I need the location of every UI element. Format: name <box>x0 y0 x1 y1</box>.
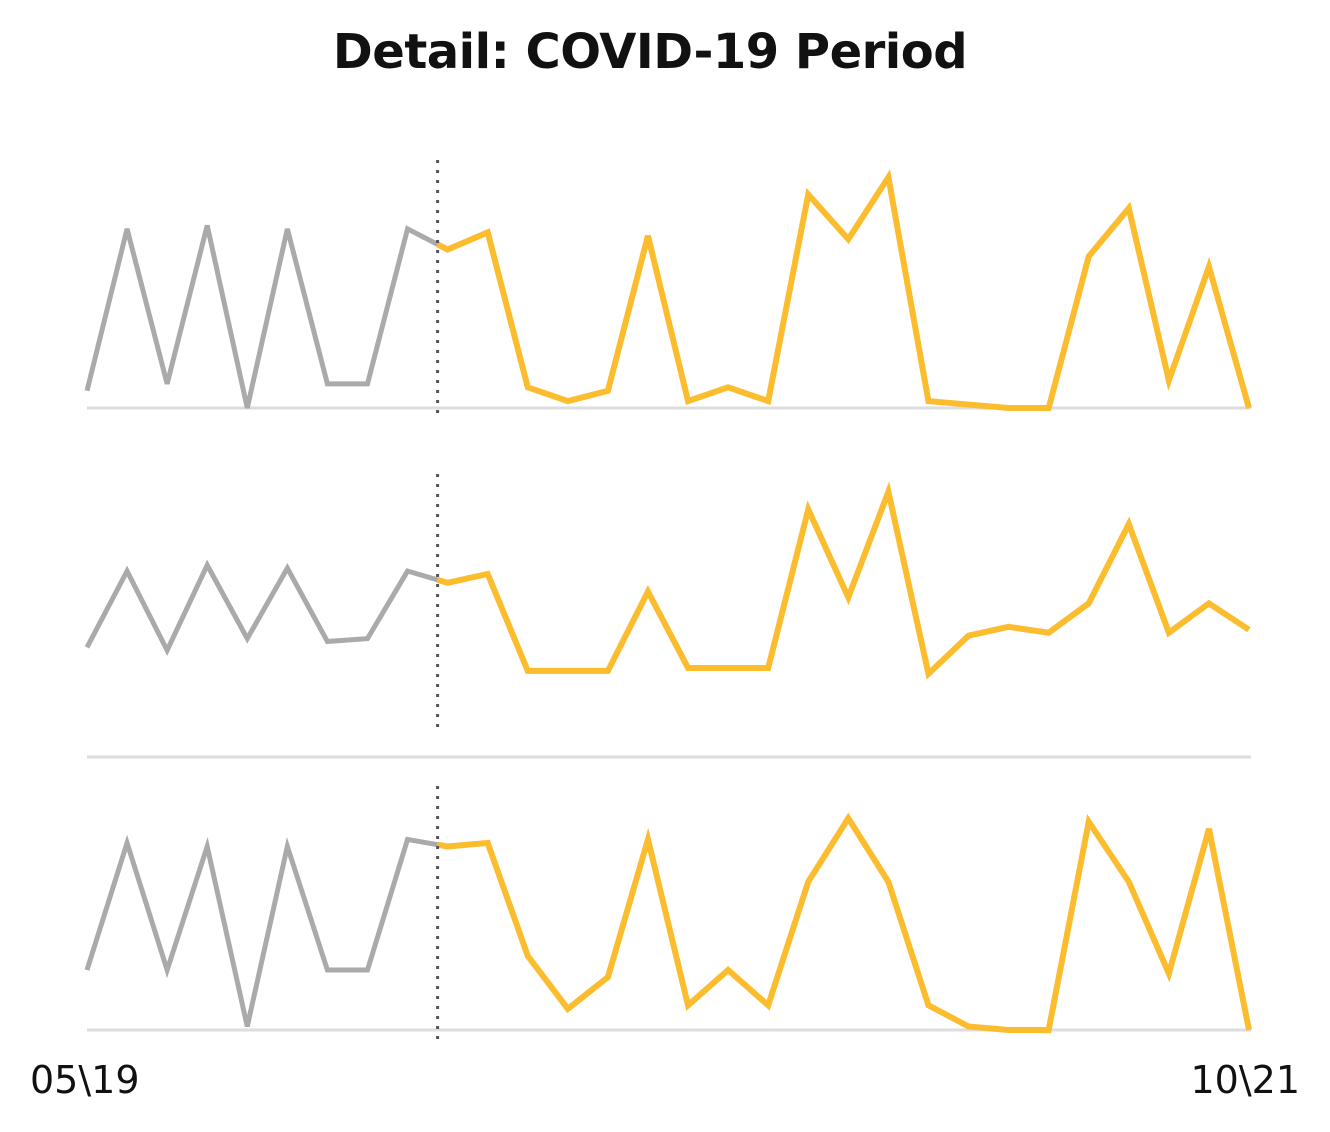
x-tick-label-end: 10\21 <box>1190 1058 1300 1102</box>
chart-title: Detail: COVID-19 Period <box>332 24 968 80</box>
panel-2-pre-series-line <box>84 559 439 657</box>
panel-1-post-series-line <box>436 169 1252 411</box>
x-tick-label-start: 05\19 <box>30 1058 140 1102</box>
panel-3-post-series-line <box>437 812 1252 1033</box>
chart-panels <box>84 160 1252 1042</box>
panel-2-post-series-line <box>436 481 1251 680</box>
panel-1-pre-series-line <box>84 224 439 409</box>
panel-3-pre-series-line <box>84 834 439 1028</box>
